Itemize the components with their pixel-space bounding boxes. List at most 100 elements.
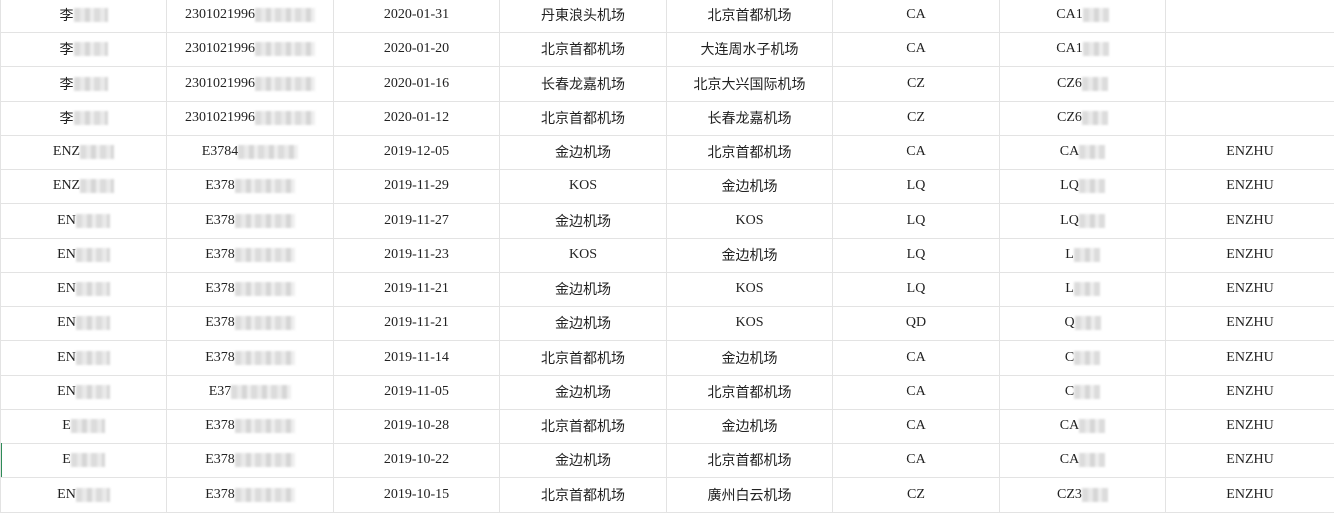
id-cell[interactable]: E3784 [167,135,334,169]
id-cell[interactable]: 2301021996 [167,32,334,67]
date-cell[interactable]: 2019-11-21 [334,272,500,306]
arrival-cell[interactable]: 北京首都机场 [667,374,833,409]
departure-cell[interactable]: 金边机场 [500,203,667,238]
airline-cell[interactable]: QD [833,306,1000,341]
passenger-cell[interactable]: ENZHU [1166,272,1334,306]
departure-cell[interactable]: 长春龙嘉机场 [500,66,667,101]
departure-cell[interactable]: 北京首都机场 [500,409,667,443]
name-cell[interactable]: 李 [0,32,167,67]
departure-cell[interactable]: 金边机场 [500,306,667,341]
date-cell[interactable]: 2019-10-22 [334,443,500,478]
arrival-cell[interactable]: 大连周水子机场 [667,32,833,67]
airline-cell[interactable]: LQ [833,203,1000,238]
date-cell[interactable]: 2019-12-05 [334,135,500,169]
arrival-cell[interactable]: 金边机场 [667,340,833,375]
airline-cell[interactable]: CZ [833,100,1000,135]
departure-cell[interactable]: 金边机场 [500,374,667,409]
passenger-cell[interactable]: ENZHU [1166,169,1334,203]
name-cell[interactable]: ENZ [0,169,167,204]
date-cell[interactable]: 2019-10-15 [334,477,500,512]
passenger-cell[interactable] [1166,0,1334,32]
id-cell[interactable]: E378 [167,443,334,478]
passenger-cell[interactable] [1166,67,1334,101]
id-cell[interactable]: 2301021996 [167,100,334,135]
arrival-cell[interactable]: KOS [667,272,833,306]
date-cell[interactable]: 2020-01-16 [334,66,500,101]
id-cell[interactable]: E37 [167,374,334,409]
flight-cell[interactable]: L [1000,272,1166,306]
arrival-cell[interactable]: KOS [667,203,833,238]
airline-cell[interactable]: CA [833,409,1000,443]
arrival-cell[interactable]: 长春龙嘉机场 [667,100,833,135]
passenger-cell[interactable]: ENZHU [1166,478,1334,512]
arrival-cell[interactable]: 北京首都机场 [667,443,833,478]
flight-cell[interactable]: C [1000,374,1166,409]
departure-cell[interactable]: 金边机场 [500,443,667,478]
arrival-cell[interactable]: 北京首都机场 [667,135,833,169]
airline-cell[interactable]: LQ [833,237,1000,272]
name-cell[interactable]: 李 [0,0,167,32]
airline-cell[interactable]: LQ [833,169,1000,204]
flight-cell[interactable]: CA [1000,443,1166,478]
id-cell[interactable]: E378 [167,409,334,443]
passenger-cell[interactable]: ENZHU [1166,375,1334,409]
name-cell[interactable]: EN [0,340,167,375]
departure-cell[interactable]: 北京首都机场 [500,32,667,67]
id-cell[interactable]: 2301021996 [167,66,334,101]
flight-cell[interactable]: CA [1000,409,1166,443]
date-cell[interactable]: 2019-11-27 [334,203,500,238]
airline-cell[interactable]: CZ [833,477,1000,512]
airline-cell[interactable]: CA [833,374,1000,409]
passenger-cell[interactable] [1166,32,1334,66]
name-cell[interactable]: 李 [0,100,167,135]
id-cell[interactable]: E378 [167,272,334,306]
arrival-cell[interactable]: 廣州白云机场 [667,477,833,512]
id-cell[interactable]: E378 [167,340,334,375]
date-cell[interactable]: 2019-11-05 [334,374,500,409]
flight-cell[interactable]: CZ6 [1000,100,1166,135]
date-cell[interactable]: 2019-11-21 [334,306,500,341]
airline-cell[interactable]: CA [833,32,1000,67]
passenger-cell[interactable]: ENZHU [1166,443,1334,477]
departure-cell[interactable]: 金边机场 [500,135,667,169]
airline-cell[interactable]: CA [833,340,1000,375]
date-cell[interactable]: 2019-10-28 [334,409,500,443]
name-cell[interactable]: ENZ [0,135,167,169]
flight-cell[interactable]: CZ6 [1000,66,1166,101]
name-cell[interactable]: EN [0,306,167,341]
departure-cell[interactable]: KOS [500,169,667,204]
name-cell[interactable]: E [0,443,167,478]
departure-cell[interactable]: 丹東浪头机场 [500,0,667,32]
passenger-cell[interactable]: ENZHU [1166,341,1334,375]
flight-cell[interactable]: L [1000,237,1166,272]
arrival-cell[interactable]: 金边机场 [667,409,833,443]
date-cell[interactable]: 2020-01-20 [334,32,500,67]
date-cell[interactable]: 2020-01-31 [334,0,500,32]
flight-cell[interactable]: CA [1000,135,1166,169]
departure-cell[interactable]: 北京首都机场 [500,340,667,375]
airline-cell[interactable]: LQ [833,272,1000,306]
name-cell[interactable]: EN [0,374,167,409]
arrival-cell[interactable]: KOS [667,306,833,341]
name-cell[interactable]: EN [0,272,167,306]
name-cell[interactable]: EN [0,477,167,512]
id-cell[interactable]: E378 [167,306,334,341]
date-cell[interactable]: 2019-11-23 [334,237,500,272]
id-cell[interactable]: E378 [167,237,334,272]
passenger-cell[interactable]: ENZHU [1166,135,1334,169]
date-cell[interactable]: 2020-01-12 [334,100,500,135]
arrival-cell[interactable]: 金边机场 [667,237,833,272]
flight-cell[interactable]: C [1000,340,1166,375]
id-cell[interactable]: E378 [167,477,334,512]
departure-cell[interactable]: 北京首都机场 [500,477,667,512]
passenger-cell[interactable]: ENZHU [1166,306,1334,340]
passenger-cell[interactable] [1166,101,1334,135]
departure-cell[interactable]: KOS [500,237,667,272]
flight-cell[interactable]: LQ [1000,169,1166,204]
name-cell[interactable]: EN [0,203,167,238]
departure-cell[interactable]: 金边机场 [500,272,667,306]
flight-cell[interactable]: CZ3 [1000,477,1166,512]
flight-cell[interactable]: CA1 [1000,0,1166,32]
id-cell[interactable]: 2301021996 [167,0,334,32]
airline-cell[interactable]: CA [833,135,1000,169]
